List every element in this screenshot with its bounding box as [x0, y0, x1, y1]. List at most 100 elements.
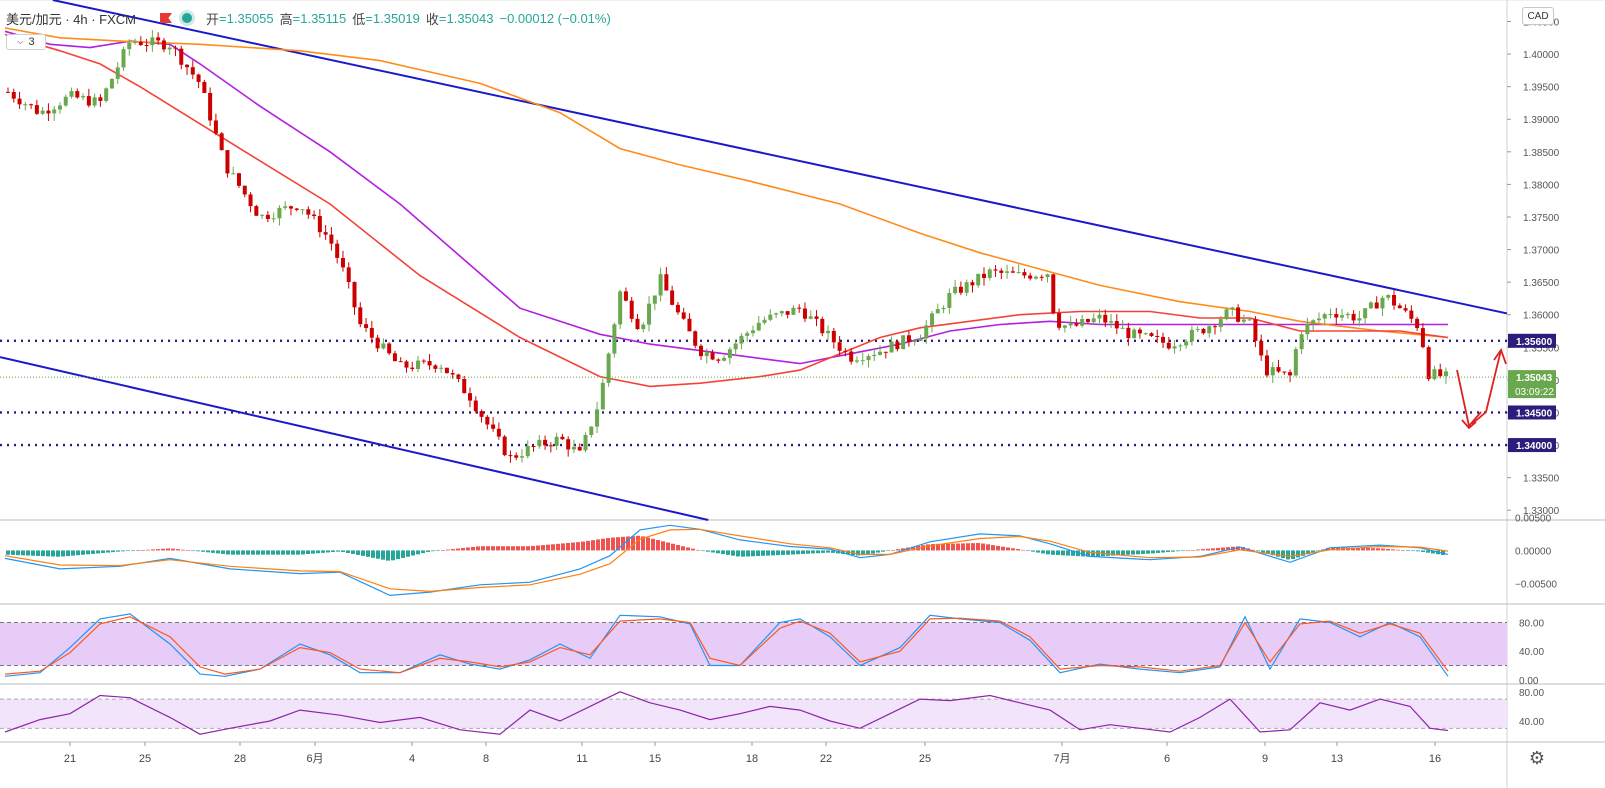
candle-body [133, 42, 138, 44]
candle-body [970, 282, 975, 286]
candle-body [785, 311, 790, 315]
macd-histogram-bar [926, 544, 930, 551]
macd-histogram-bar [1111, 550, 1115, 556]
candle-body [202, 81, 207, 93]
candle-body [52, 109, 57, 114]
candle-body [1120, 327, 1125, 329]
macd-histogram-bar [1106, 550, 1110, 556]
candle-body [1351, 313, 1356, 321]
macd-histogram-bar [1396, 549, 1400, 551]
candle-body [1438, 369, 1443, 377]
macd-histogram-bar [776, 550, 780, 556]
macd-histogram-bar [116, 550, 120, 552]
candle-body [1091, 318, 1096, 323]
candle-body [1322, 314, 1327, 319]
macd-histogram-bar [1196, 549, 1200, 551]
candle-body [225, 150, 230, 174]
macd-histogram-bar [516, 546, 520, 551]
candle-body [548, 445, 553, 447]
macd-histogram-bar [1051, 550, 1055, 555]
macd-histogram-bar [866, 550, 870, 555]
macd-histogram-bar [216, 550, 220, 554]
candle-body [537, 439, 542, 447]
candle-body [11, 91, 16, 99]
trend-line [0, 356, 709, 521]
rsi-tick-label: 40.00 [1519, 717, 1544, 728]
macd-histogram-bar [1331, 547, 1335, 551]
macd-histogram-bar [791, 550, 795, 555]
macd-histogram-bar [1176, 550, 1180, 552]
macd-histogram-bar [1386, 548, 1390, 551]
candle-body [716, 359, 721, 361]
open-value: =1.35055 [219, 10, 274, 26]
candle-body [1132, 329, 1137, 339]
candle-body [1363, 308, 1368, 319]
candle-body [381, 343, 386, 349]
candle-body [750, 330, 755, 334]
indicator-toggle[interactable]: ⌵ 3 [6, 34, 46, 50]
candle-body [468, 393, 473, 401]
candle-body [265, 214, 270, 220]
candle-body [150, 37, 155, 46]
macd-histogram-bar [306, 550, 310, 555]
candle-body [1368, 302, 1373, 309]
candle-body [1316, 318, 1321, 321]
macd-histogram-bar [451, 549, 455, 551]
macd-histogram-bar [1381, 548, 1385, 551]
macd-histogram-bar [71, 550, 75, 556]
macd-histogram-bar [746, 550, 750, 557]
macd-histogram-bar [901, 548, 905, 551]
candle-body [681, 312, 686, 319]
macd-histogram-bar [1206, 548, 1210, 551]
candle-body [1184, 341, 1189, 346]
macd-histogram-bar [721, 550, 725, 555]
macd-histogram-bar [491, 546, 495, 551]
macd-histogram-bar [1126, 550, 1130, 555]
macd-histogram-bar [751, 550, 755, 557]
candle-body [444, 367, 449, 374]
macd-histogram-bar [536, 545, 540, 551]
candle-body [1345, 313, 1350, 316]
macd-histogram-bar [106, 550, 110, 553]
macd-histogram-bar [136, 550, 140, 551]
candle-body [1149, 333, 1154, 337]
candle-body [531, 446, 536, 448]
candle-body [138, 42, 143, 46]
macd-histogram-bar [816, 550, 820, 554]
flag-icon[interactable] [160, 13, 173, 23]
candle-body [647, 303, 652, 325]
gear-icon[interactable]: ⚙ [1528, 747, 1546, 768]
macd-signal-line [4, 528, 1449, 593]
macd-histogram-bar [381, 550, 385, 560]
candle-body [46, 110, 51, 114]
candle-body [618, 291, 623, 325]
candle-body [346, 267, 351, 283]
macd-histogram-bar [101, 550, 105, 553]
macd-histogram-bar [26, 550, 30, 556]
currency-button[interactable]: CAD [1522, 7, 1554, 25]
candle-body [519, 456, 524, 458]
candle-body [237, 173, 242, 186]
macd-histogram-bar [36, 550, 40, 556]
macd-histogram-bar [166, 548, 170, 551]
candle-body [525, 446, 530, 457]
candle-body [1357, 318, 1362, 321]
macd-histogram-bar [1406, 550, 1410, 552]
macd-histogram-bar [446, 549, 450, 551]
macd-histogram-bar [1416, 550, 1420, 552]
candle-body [1403, 308, 1408, 311]
macd-histogram-bar [796, 550, 800, 555]
candle-body [456, 374, 461, 379]
candle-body [710, 352, 715, 360]
macd-tick-label: 0.00000 [1515, 546, 1552, 557]
macd-histogram-bar [811, 550, 815, 554]
candle-body [127, 42, 132, 50]
candle-body [1264, 355, 1269, 376]
x-tick-label: 4 [409, 753, 415, 765]
symbol-label[interactable]: 美元/加元 · 4h · FXCM [6, 11, 137, 27]
macd-histogram-bar [1036, 550, 1040, 553]
candle-body [398, 361, 403, 363]
y-tick-label: 1.40000 [1523, 50, 1560, 61]
candle-body [34, 105, 39, 114]
